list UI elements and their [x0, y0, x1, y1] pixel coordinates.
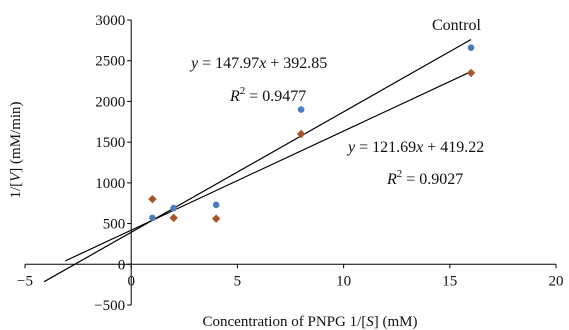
data-points	[148, 44, 476, 223]
trendline-series-2	[65, 71, 472, 262]
data-point-series-1	[149, 214, 156, 222]
equation-1: y = 147.97x + 392.85	[189, 55, 327, 72]
data-point-series-2	[211, 214, 221, 223]
x-tick-label: −5	[17, 273, 33, 289]
x-tick-label: 15	[442, 273, 457, 289]
trendline-series-1	[43, 38, 472, 283]
x-axis-title: Concentration of PNPG 1/[S] (mM)	[203, 314, 418, 330]
r-squared-2: R2 = 0.9027	[386, 168, 463, 188]
axes	[25, 20, 556, 305]
data-point-series-2	[169, 213, 178, 223]
y-tick-label: 1000	[95, 176, 125, 192]
y-axis-title: 1/[V] (mM/min)	[8, 101, 24, 198]
x-tick-label: 20	[549, 273, 564, 289]
data-point-series-1	[467, 44, 475, 51]
data-point-series-1	[212, 201, 220, 209]
trendlines	[43, 38, 472, 283]
y-tick-label: 0	[118, 257, 126, 273]
x-tick-labels: −5 0 5 10 15 20	[17, 264, 564, 289]
equation-2: y = 121.69x + 419.22	[346, 139, 484, 156]
y-tick-label: 500	[103, 217, 126, 233]
y-tick-label: 2500	[95, 54, 125, 70]
x-tick-label: 0	[127, 273, 135, 289]
data-point-series-2	[148, 194, 157, 204]
x-tick-label: 10	[336, 273, 351, 289]
data-point-series-2	[296, 129, 306, 139]
y-tick-label: 2000	[95, 94, 125, 110]
y-tick-label: −500	[94, 298, 125, 314]
control-series-label: Control	[432, 17, 481, 34]
y-tick-label: 3000	[95, 13, 125, 29]
data-point-series-2	[466, 68, 476, 78]
r-squared-1: R2 = 0.9477	[229, 85, 306, 105]
x-tick-label: 5	[234, 273, 242, 289]
data-point-series-1	[297, 106, 305, 113]
data-point-series-1	[170, 204, 177, 212]
y-tick-label: 1500	[95, 135, 125, 151]
